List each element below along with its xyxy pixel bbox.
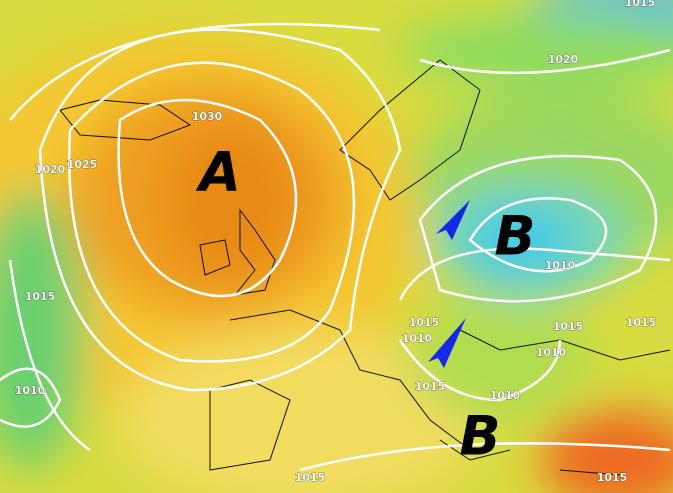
isobar-label: 1015 (295, 471, 326, 484)
movement-arrows (428, 200, 470, 368)
isobar-label-layer: 1015 1020 1030 1025 1020 1015 1010 1010 … (14, 0, 657, 484)
isobar-label: 1010 (545, 259, 576, 272)
isobar-label: 1020 (548, 53, 579, 66)
isobar-label: 1015 (597, 471, 628, 484)
isobar-label: 1015 (553, 320, 584, 333)
isobar-label: 1015 (409, 316, 440, 329)
isobar-label: 1025 (67, 158, 98, 171)
isobar-label: 1015 (25, 290, 56, 303)
isobar-label: 1010 (402, 332, 433, 345)
low-pressure-label: B (459, 405, 500, 468)
isobar-label: 1010 (536, 346, 567, 359)
isobar-label: 1010 (15, 384, 46, 397)
isobar-label: 1015 (626, 316, 657, 329)
isobars (0, 22, 671, 472)
isobar-label: 1010 (490, 389, 521, 402)
pressure-center-layer: A B B (195, 141, 535, 468)
low-pressure-label: B (494, 205, 535, 268)
isobar-label: 1015 (415, 380, 446, 393)
high-pressure-label: A (195, 141, 241, 204)
isobar-label: 1030 (192, 110, 223, 123)
isobar-label: 1015 (625, 0, 656, 9)
isobar-label: 1020 (35, 163, 66, 176)
